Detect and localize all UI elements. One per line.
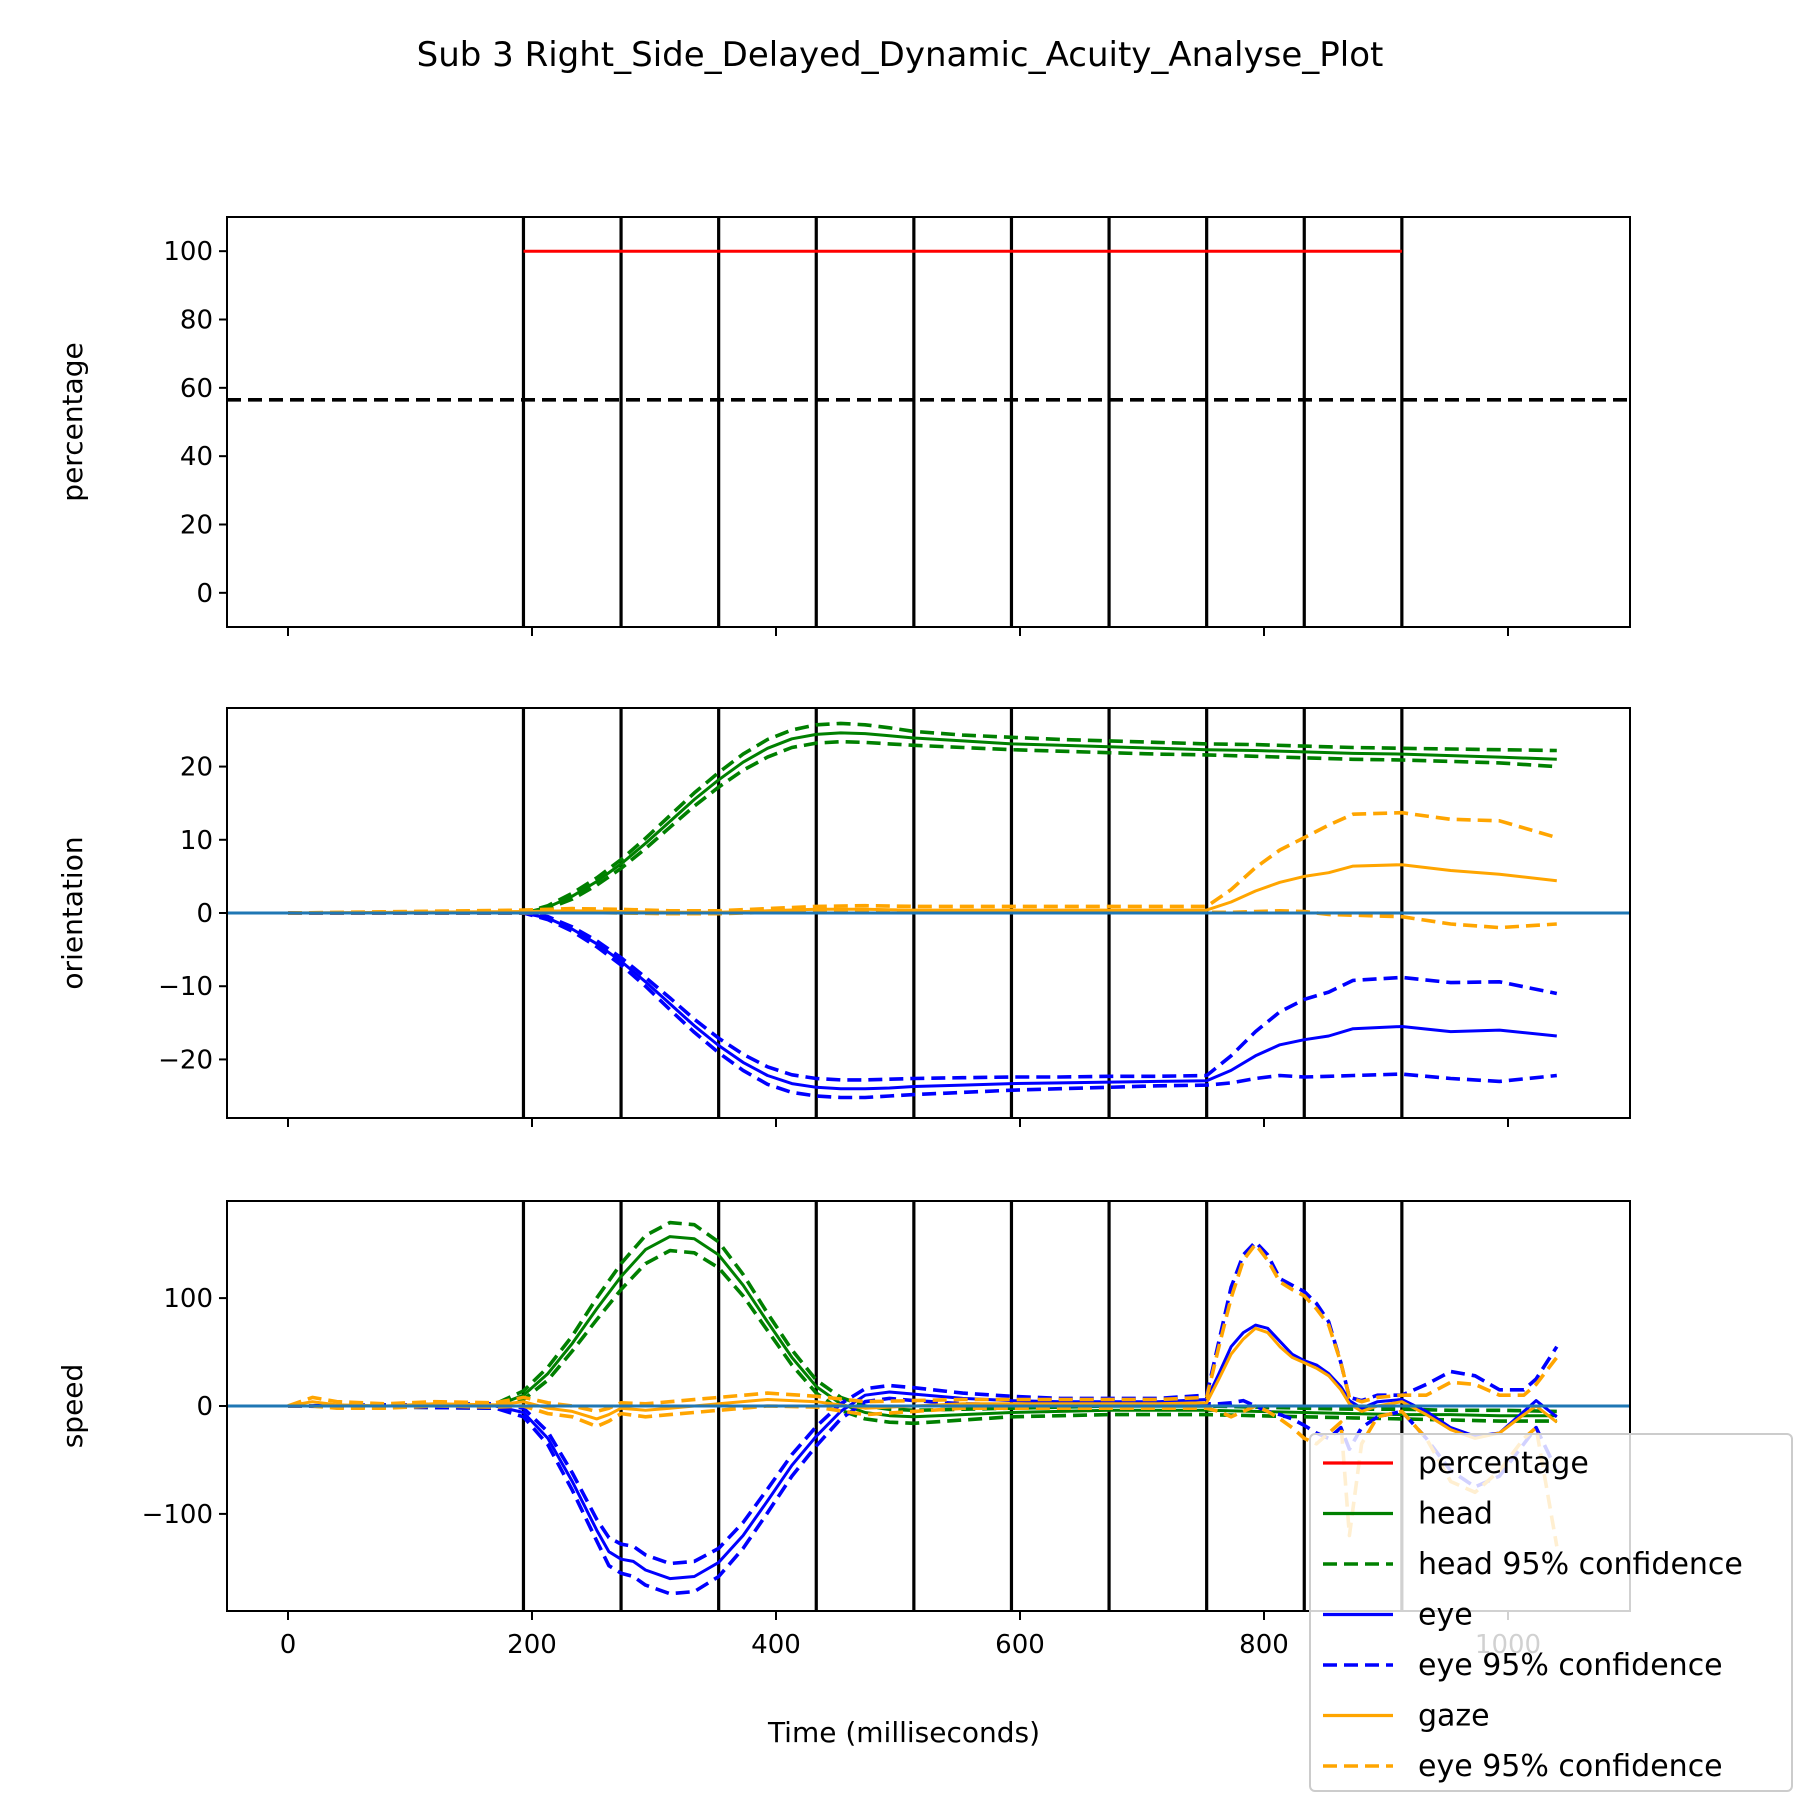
- series-line: [288, 731, 1557, 915]
- y-axis-label: orientation: [56, 836, 89, 989]
- y-tick-label: 40: [180, 442, 213, 472]
- legend-label: eye 95% confidence: [1418, 1749, 1723, 1784]
- y-axis-label: percentage: [56, 342, 89, 501]
- x-tick-label: 800: [1239, 1630, 1289, 1660]
- plot-area: [227, 708, 1630, 1118]
- x-tick-label: 400: [751, 1630, 801, 1660]
- legend-label: eye 95% confidence: [1418, 1648, 1723, 1683]
- y-tick-label: 20: [180, 753, 213, 783]
- legend-label: head: [1418, 1497, 1493, 1532]
- y-tick-label: 60: [180, 374, 213, 404]
- legend-box: [1309, 1433, 1793, 1792]
- panel-orientation: 20 10 0 −10 −20 orientation: [56, 707, 1631, 1127]
- y-tick-label: 0: [196, 899, 213, 929]
- panels: 020406080100percentage20100−10−20orienta…: [56, 216, 1631, 1660]
- series-line: [287, 810, 1558, 915]
- series-line: [287, 1220, 1557, 1414]
- legend-label: head 95% confidence: [1418, 1547, 1743, 1582]
- series-line: [287, 1248, 1557, 1426]
- x-tick-label: 200: [507, 1630, 557, 1660]
- axes-frame: [226, 216, 1631, 628]
- y-tick-label: −20: [158, 1045, 213, 1075]
- series-line: [288, 721, 1557, 915]
- legend-label: percentage: [1418, 1446, 1589, 1481]
- plot-area: [227, 217, 1630, 627]
- y-tick-label: 0: [196, 579, 213, 609]
- series-line: [288, 911, 1557, 1100]
- y-tick-label: 20: [180, 511, 213, 541]
- series-line: [287, 1326, 1558, 1440]
- panel-percentage: 0 20 40 60 80 100 percentage: [56, 216, 1631, 636]
- y-tick-label: −10: [158, 972, 213, 1002]
- x-axis-label: Time (milliseconds): [767, 1716, 1040, 1749]
- series-line: [288, 1323, 1558, 1581]
- y-tick-label: −100: [142, 1500, 213, 1530]
- series-line: [288, 1404, 1559, 1547]
- x-tick-label: 600: [995, 1630, 1045, 1660]
- legend-label: eye: [1418, 1598, 1473, 1633]
- series-line: [287, 1242, 1559, 1414]
- legend: percentage head head 95% confidence eye eye …: [1309, 1433, 1793, 1792]
- y-tick-label: 0: [196, 1392, 213, 1422]
- y-axis-label: speed: [56, 1364, 89, 1449]
- plot-area: [227, 1201, 1630, 1611]
- series-line: [288, 739, 1557, 915]
- y-tick-label: 10: [180, 826, 213, 856]
- y-tick-label: 80: [180, 306, 213, 336]
- x-tick-label: 0: [280, 1630, 297, 1660]
- y-tick-label: 100: [163, 237, 213, 267]
- series-line: [288, 911, 1558, 1082]
- series-line: [288, 911, 1557, 1091]
- y-tick-label: 100: [163, 1284, 213, 1314]
- legend-label: gaze: [1418, 1699, 1490, 1734]
- chart-title: Sub 3 Right_Side_Delayed_Dynamic_Acuity_…: [417, 35, 1384, 75]
